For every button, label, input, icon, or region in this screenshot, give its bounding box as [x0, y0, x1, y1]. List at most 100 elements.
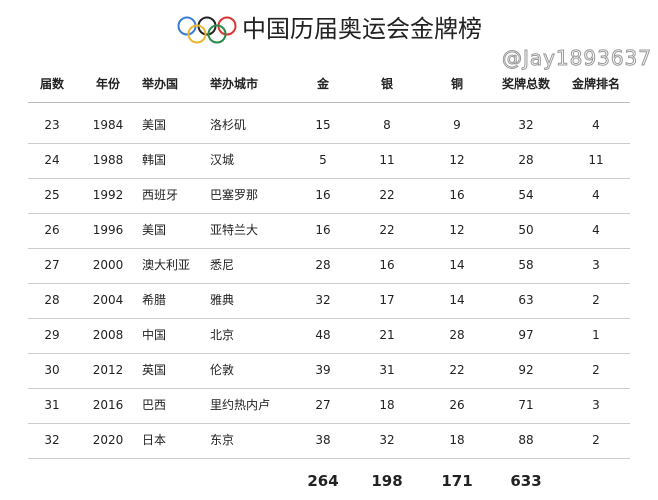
- total-medals-cell: 71: [518, 398, 534, 412]
- page-title: 中国历届奥运会金牌榜: [0, 14, 658, 45]
- gold-cell: 28: [315, 258, 331, 272]
- gold-cell: 38: [315, 433, 331, 447]
- total-silver: 198: [371, 472, 403, 490]
- table-header: 届数 年份 举办国 举办城市 金 银 铜 奖牌总数 金牌排名: [28, 67, 630, 103]
- bronze-cell: 14: [449, 258, 465, 272]
- gold-cell: 5: [319, 153, 327, 167]
- gold-cell: 16: [315, 223, 331, 237]
- total-medals-cell: 50: [518, 223, 534, 237]
- host-country-cell: 英国: [142, 363, 167, 377]
- table-row: 26 1996 美国 亚特兰大 16 22 12 50 4: [28, 213, 630, 249]
- total-medals-cell: 54: [518, 188, 534, 202]
- year-cell: 2000: [92, 258, 124, 272]
- year-cell: 2020: [92, 433, 124, 447]
- table-row: 29 2008 中国 北京 48 21 28 97 1: [28, 318, 630, 354]
- host-country-cell: 美国: [142, 223, 167, 237]
- edition-cell: 31: [44, 398, 60, 412]
- edition-cell: 30: [44, 363, 60, 377]
- bronze-cell: 22: [449, 363, 465, 377]
- host-city-cell: 里约热内卢: [210, 398, 271, 412]
- silver-cell: 18: [379, 398, 395, 412]
- total-gold: 264: [307, 472, 339, 490]
- silver-cell: 17: [379, 293, 395, 307]
- bronze-cell: 12: [449, 223, 465, 237]
- gold-rank-cell: 2: [592, 293, 600, 307]
- silver-cell: 11: [379, 153, 395, 167]
- year-cell: 1992: [92, 188, 124, 202]
- year-cell: 1988: [92, 153, 124, 167]
- host-city-cell: 北京: [210, 328, 235, 342]
- table-row: 24 1988 韩国 汉城 5 11 12 28 11: [28, 143, 630, 179]
- host-city-cell: 东京: [210, 433, 235, 447]
- gold-rank-cell: 4: [592, 223, 600, 237]
- host-city-cell: 伦敦: [210, 363, 235, 377]
- gold-rank-cell: 1: [592, 328, 600, 342]
- edition-cell: 27: [44, 258, 60, 272]
- table-row: 32 2020 日本 东京 38 32 18 88 2: [28, 423, 630, 459]
- bronze-cell: 12: [449, 153, 465, 167]
- silver-cell: 银: [380, 77, 394, 91]
- host-country-cell: 举办国: [142, 77, 179, 91]
- total-medals-cell: 奖牌总数: [501, 77, 551, 91]
- edition-cell: 26: [44, 223, 60, 237]
- totals-row: 264 198 171 633: [0, 462, 658, 498]
- gold-rank-cell: 2: [592, 363, 600, 377]
- host-city-cell: 洛杉矶: [210, 118, 247, 132]
- olympic-rings-icon: [177, 16, 237, 44]
- host-city-cell: 雅典: [210, 293, 235, 307]
- silver-cell: 22: [379, 188, 395, 202]
- gold-cell: 金: [316, 77, 330, 91]
- host-country-cell: 美国: [142, 118, 167, 132]
- gold-rank-cell: 4: [592, 118, 600, 132]
- gold-cell: 32: [315, 293, 331, 307]
- gold-cell: 16: [315, 188, 331, 202]
- gold-cell: 15: [315, 118, 331, 132]
- host-city-cell: 悉尼: [210, 258, 235, 272]
- year-cell: 2008: [92, 328, 124, 342]
- bronze-cell: 9: [453, 118, 461, 132]
- year-cell: 2004: [92, 293, 124, 307]
- gold-rank-cell: 金牌排名: [571, 77, 621, 91]
- table-row: 30 2012 英国 伦敦 39 31 22 92 2: [28, 353, 630, 389]
- total-medals-cell: 28: [518, 153, 534, 167]
- table-row: 23 1984 美国 洛杉矶 15 8 9 32 4: [28, 108, 630, 144]
- total-medals-cell: 88: [518, 433, 534, 447]
- total-medals: 633: [510, 472, 542, 490]
- year-cell: 2012: [92, 363, 124, 377]
- gold-rank-cell: 4: [592, 188, 600, 202]
- host-country-cell: 中国: [142, 328, 167, 342]
- gold-rank-cell: 3: [592, 398, 600, 412]
- gold-cell: 39: [315, 363, 331, 377]
- year-cell: 年份: [95, 77, 121, 91]
- silver-cell: 21: [379, 328, 395, 342]
- table-row: 28 2004 希腊 雅典 32 17 14 63 2: [28, 283, 630, 319]
- silver-cell: 16: [379, 258, 395, 272]
- bronze-cell: 14: [449, 293, 465, 307]
- silver-cell: 32: [379, 433, 395, 447]
- total-medals-cell: 97: [518, 328, 534, 342]
- edition-cell: 23: [44, 118, 60, 132]
- table-row: 25 1992 西班牙 巴塞罗那 16 22 16 54 4: [28, 178, 630, 214]
- bronze-cell: 铜: [450, 77, 464, 91]
- year-cell: 2016: [92, 398, 124, 412]
- edition-cell: 届数: [39, 77, 65, 91]
- edition-cell: 29: [44, 328, 60, 342]
- edition-cell: 32: [44, 433, 60, 447]
- bronze-cell: 26: [449, 398, 465, 412]
- edition-cell: 28: [44, 293, 60, 307]
- host-city-cell: 巴塞罗那: [210, 188, 259, 202]
- host-country-cell: 巴西: [142, 398, 167, 412]
- host-city-cell: 汉城: [210, 153, 235, 167]
- host-country-cell: 韩国: [142, 153, 167, 167]
- table-row: 31 2016 巴西 里约热内卢 27 18 26 71 3: [28, 388, 630, 424]
- gold-rank-cell: 11: [588, 153, 604, 167]
- gold-rank-cell: 2: [592, 433, 600, 447]
- edition-cell: 25: [44, 188, 60, 202]
- edition-cell: 24: [44, 153, 60, 167]
- gold-cell: 27: [315, 398, 331, 412]
- total-medals-cell: 63: [518, 293, 534, 307]
- silver-cell: 22: [379, 223, 395, 237]
- title-text: 中国历届奥运会金牌榜: [242, 15, 482, 43]
- silver-cell: 31: [379, 363, 395, 377]
- total-medals-cell: 58: [518, 258, 534, 272]
